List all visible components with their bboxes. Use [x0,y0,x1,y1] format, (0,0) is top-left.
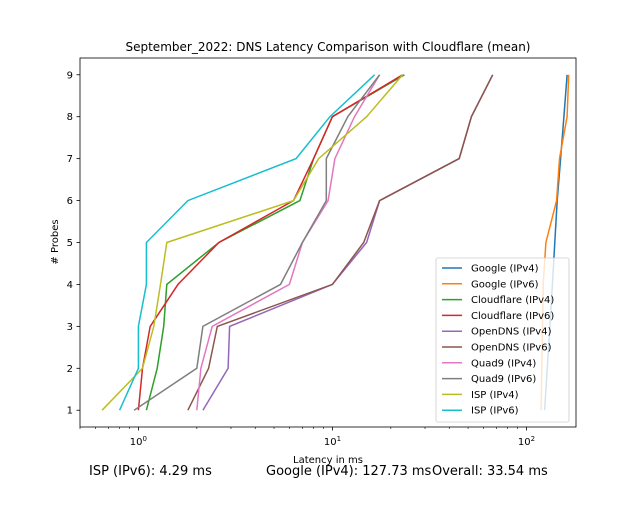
y-tick-label: 9 [67,70,73,81]
x-tick-label: 102 [518,435,535,448]
legend-entry-label: Google (IPv6) [471,279,539,290]
legend-entry-label: Google (IPv4) [471,264,539,275]
y-tick-label: 3 [67,322,73,333]
x-tick-label: 100 [130,435,147,448]
plot-lines [101,74,570,411]
series-line-isp-ipv4 [101,74,404,411]
legend-entry-label: ISP (IPv4) [471,390,519,401]
legend-entry-label: OpenDNS (IPv6) [471,343,552,354]
chart-title: September_2022: DNS Latency Comparison w… [125,40,530,54]
summary-isp-ipv6: ISP (IPv6): 4.29 ms [89,464,212,479]
x-axis-label: Latency in ms [293,455,363,466]
series-line-cloudflare-ipv6 [137,74,403,411]
y-tick-label: 1 [67,406,73,417]
legend-box [435,257,570,423]
legend-entry-label: Quad9 (IPv6) [471,374,536,385]
x-axis-ticks: 100 101 102 [79,427,535,448]
summary-footer: ISP (IPv6): 4.29 ms Google (IPv4): 127.7… [0,464,640,480]
legend-entry-label: OpenDNS (IPv4) [471,327,552,338]
y-tick-label: 2 [67,364,73,375]
series-line-opendns-ipv6 [187,74,494,411]
x-tick-label: 101 [324,435,341,448]
y-axis-label: # Probes [50,219,61,264]
y-tick-label: 7 [67,154,73,165]
legend-entry-label: Cloudflare (IPv4) [471,295,554,306]
y-tick-label: 8 [67,112,73,123]
y-tick-label: 4 [67,280,73,291]
series-line-isp-ipv6 [118,74,376,411]
legend-entry-label: ISP (IPv6) [471,406,519,417]
legend-entry-label: Cloudflare (IPv6) [471,311,554,322]
chart: September_2022: DNS Latency Comparison w… [50,40,577,466]
summary-google-ipv4: Google (IPv4): 127.73 ms [266,464,432,479]
legend: Google (IPv4) Google (IPv6) Cloudflare (IP… [435,257,570,423]
y-tick-label: 6 [67,196,73,207]
legend-entry-label: Quad9 (IPv4) [471,358,536,369]
y-tick-label: 5 [67,238,73,249]
y-axis-ticks: 1 2 3 4 5 6 7 8 9 [67,70,80,417]
series-line-quad9-ipv6 [133,74,381,411]
summary-overall: Overall: 33.54 ms [432,464,548,479]
